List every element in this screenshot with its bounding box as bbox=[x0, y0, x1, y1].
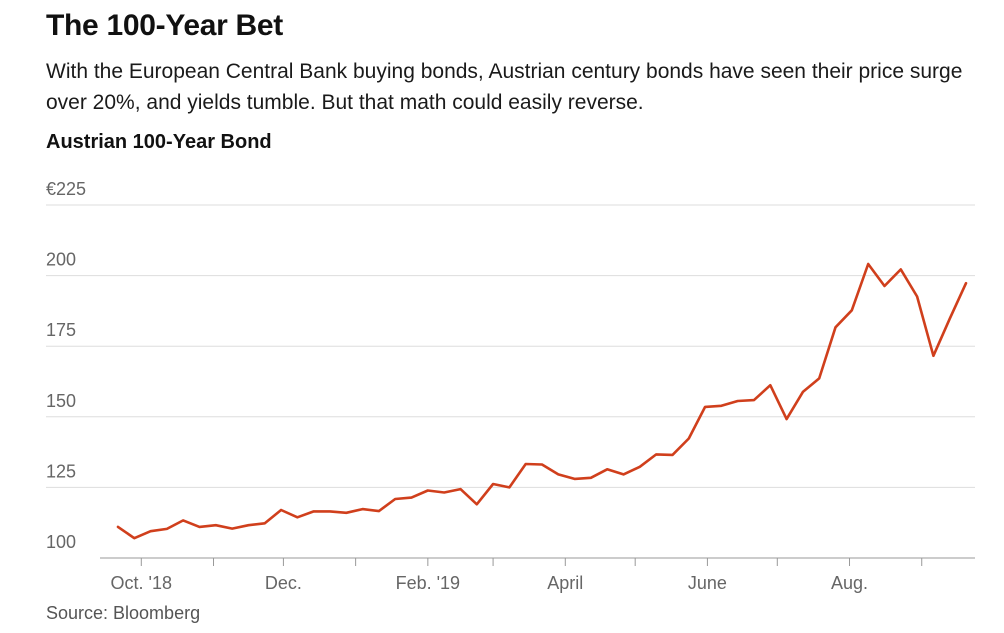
y-tick-label: 100 bbox=[46, 532, 76, 552]
series-layer bbox=[116, 262, 968, 540]
y-tick-label: €225 bbox=[46, 179, 86, 199]
x-tick-label: April bbox=[547, 573, 583, 593]
y-axis-labels: €225 200 175 150 125 100 bbox=[46, 179, 86, 552]
y-tick-label: 175 bbox=[46, 320, 76, 340]
gridlines bbox=[46, 204, 975, 488]
y-tick-label: 200 bbox=[46, 250, 76, 270]
x-tick-label: Aug. bbox=[831, 573, 868, 593]
chart-title: Austrian 100-Year Bond bbox=[46, 131, 272, 153]
page-subtitle: With the European Central Bank buying bo… bbox=[46, 60, 963, 114]
x-tick-label: Oct. '18 bbox=[111, 573, 172, 593]
x-axis: Oct. '18 Dec. Feb. '19 April June Aug. bbox=[100, 557, 975, 593]
y-tick-label: 125 bbox=[46, 461, 76, 481]
y-tick-label: 150 bbox=[46, 391, 76, 411]
page-title: The 100-Year Bet bbox=[46, 9, 283, 42]
x-tick-label: Dec. bbox=[265, 573, 302, 593]
x-tick-label: June bbox=[688, 573, 727, 593]
source-note: Source: Bloomberg bbox=[46, 603, 201, 623]
series-line bbox=[116, 262, 968, 540]
x-tick-label: Feb. '19 bbox=[396, 573, 460, 593]
